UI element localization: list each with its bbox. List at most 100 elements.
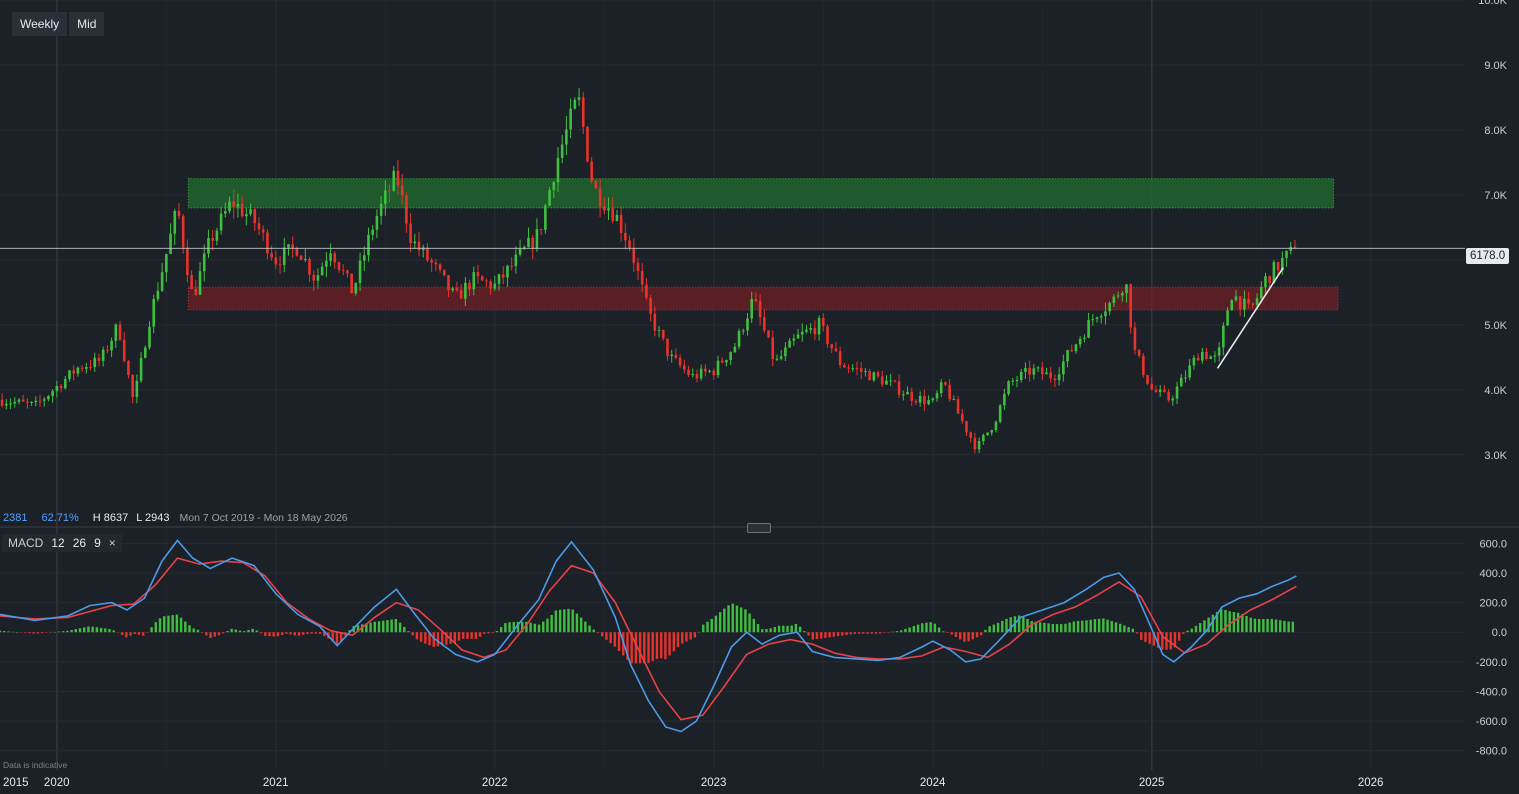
interval-button[interactable]: Weekly bbox=[12, 12, 68, 36]
macd-lines bbox=[0, 539, 1297, 733]
candle-up bbox=[287, 244, 290, 248]
histogram-bar-positive bbox=[1262, 618, 1265, 633]
histogram-bar-positive bbox=[1283, 620, 1286, 633]
candle-up bbox=[1108, 302, 1111, 312]
price-type-button[interactable]: Mid bbox=[69, 12, 105, 36]
candle-up bbox=[1120, 293, 1124, 296]
candle-down bbox=[337, 262, 341, 270]
histogram-bar-negative bbox=[440, 632, 444, 646]
candle-down bbox=[590, 161, 593, 182]
histogram-bar-positive bbox=[382, 620, 385, 633]
candle-down bbox=[704, 368, 707, 372]
histogram-bar-positive bbox=[53, 631, 56, 633]
candle-down bbox=[447, 275, 450, 291]
histogram-bar-positive bbox=[529, 622, 532, 633]
histogram-bar-negative bbox=[849, 632, 852, 635]
candle-up bbox=[1057, 374, 1061, 381]
candle-up bbox=[464, 282, 467, 299]
histogram-bar-positive bbox=[756, 624, 760, 633]
histogram-bar-positive bbox=[230, 628, 233, 633]
candle-up bbox=[236, 203, 240, 207]
candle-down bbox=[211, 238, 214, 241]
histogram-bar-negative bbox=[474, 632, 478, 639]
histogram-bar-positive bbox=[373, 621, 376, 633]
histogram-bar-positive bbox=[723, 608, 726, 633]
histogram-bar-positive bbox=[1194, 625, 1198, 633]
trendline[interactable] bbox=[1216, 267, 1284, 369]
histogram-bar-negative bbox=[133, 632, 136, 634]
histogram-bar-positive bbox=[731, 603, 734, 633]
histogram-bar-negative bbox=[651, 632, 654, 662]
candle-down bbox=[80, 367, 84, 369]
histogram-bar-positive bbox=[735, 605, 739, 633]
histogram-bar-positive bbox=[537, 624, 541, 633]
candle-up bbox=[85, 366, 88, 369]
candle-down bbox=[763, 317, 766, 331]
candle-up bbox=[207, 238, 210, 254]
candle-down bbox=[409, 223, 412, 244]
histogram-bar-positive bbox=[112, 630, 115, 633]
candle-down bbox=[1167, 391, 1170, 401]
candle-up bbox=[1264, 276, 1267, 288]
histogram-bar-negative bbox=[306, 632, 309, 634]
histogram-bar-positive bbox=[1203, 620, 1206, 633]
time-axis-tick: 2025 bbox=[1139, 777, 1165, 789]
histogram-bar-negative bbox=[617, 632, 621, 651]
histogram-bar-positive bbox=[1257, 619, 1261, 633]
close-icon[interactable]: × bbox=[108, 536, 116, 550]
histogram-bar-negative bbox=[845, 632, 848, 636]
candle-up bbox=[998, 405, 1002, 422]
candle-up bbox=[779, 356, 783, 359]
histogram-bar-negative bbox=[870, 632, 873, 634]
histogram-bar-negative bbox=[314, 632, 318, 634]
candle-up bbox=[809, 327, 812, 330]
histogram-bar-positive bbox=[571, 609, 574, 633]
histogram-bar-positive bbox=[558, 609, 562, 633]
candle-up bbox=[982, 435, 985, 442]
histogram-bar-negative bbox=[887, 632, 890, 633]
histogram-bar-positive bbox=[499, 627, 503, 633]
stat-low: L 2943 bbox=[136, 512, 170, 524]
histogram-bar-positive bbox=[786, 625, 789, 633]
histogram-bar-positive bbox=[57, 631, 61, 633]
histogram-bar-positive bbox=[158, 618, 162, 633]
histogram-bar-positive bbox=[908, 627, 911, 633]
candle-up bbox=[986, 432, 989, 436]
histogram-bar-negative bbox=[491, 632, 494, 634]
histogram-bar-positive bbox=[398, 622, 402, 633]
candle-down bbox=[876, 372, 880, 377]
candle-up bbox=[1099, 316, 1103, 318]
candle-down bbox=[649, 297, 652, 314]
candle-up bbox=[143, 347, 147, 358]
histogram-bar-negative bbox=[1173, 632, 1177, 648]
candle-up bbox=[1285, 250, 1288, 258]
candle-up bbox=[1158, 389, 1162, 392]
histogram-bar-positive bbox=[369, 622, 372, 633]
candle-up bbox=[245, 214, 248, 217]
histogram-bar-positive bbox=[1001, 620, 1004, 633]
histogram-bar-negative bbox=[1165, 632, 1168, 650]
histogram-bar-negative bbox=[836, 632, 840, 637]
histogram-bar-positive bbox=[386, 620, 389, 633]
histogram-bar-positive bbox=[921, 623, 924, 633]
candlestick-series[interactable] bbox=[0, 87, 1297, 454]
histogram-bar-negative bbox=[264, 632, 267, 636]
histogram-bar-negative bbox=[601, 632, 604, 637]
candle-down bbox=[1293, 246, 1297, 249]
histogram-bar-negative bbox=[668, 632, 671, 656]
time-axis-tick: 2024 bbox=[920, 777, 946, 789]
histogram-bar-positive bbox=[891, 631, 894, 633]
candle-down bbox=[1133, 327, 1137, 350]
candle-up bbox=[354, 283, 358, 294]
histogram-bar-positive bbox=[554, 610, 558, 633]
candle-down bbox=[186, 247, 189, 276]
candle-up bbox=[224, 211, 227, 214]
candle-up bbox=[1255, 298, 1259, 305]
pane-resize-handle[interactable] bbox=[747, 523, 771, 533]
candle-up bbox=[1091, 319, 1095, 321]
histogram-bar-negative bbox=[1144, 632, 1147, 642]
histogram-bar-negative bbox=[415, 632, 419, 640]
histogram-bar-positive bbox=[1249, 617, 1252, 633]
candle-up bbox=[413, 241, 417, 244]
candle-down bbox=[826, 326, 829, 345]
